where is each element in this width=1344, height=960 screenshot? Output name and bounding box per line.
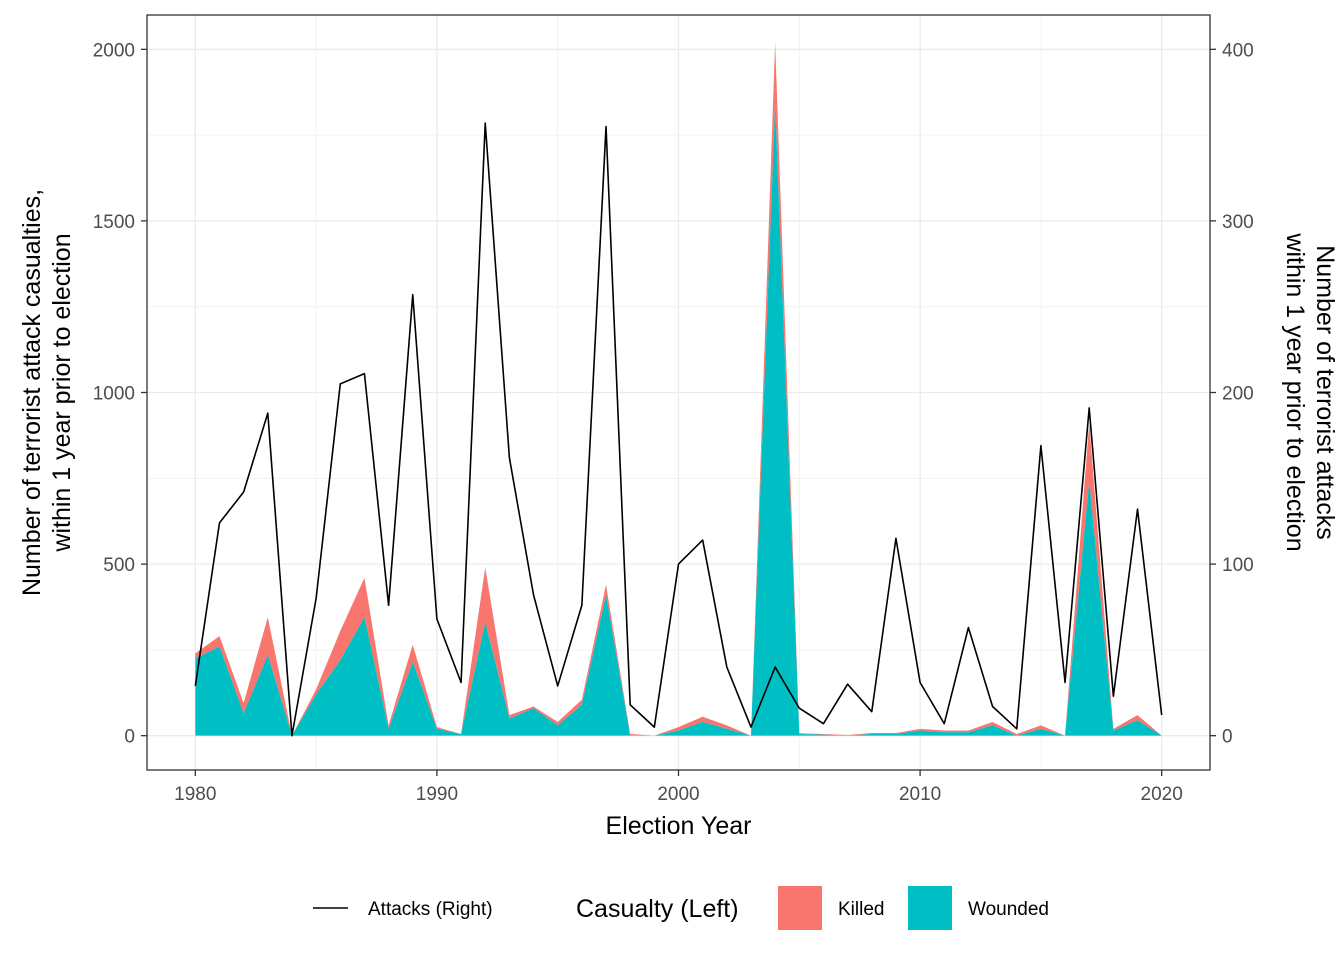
legend-label-wounded: Wounded — [968, 899, 1049, 920]
x-tick-label: 1980 — [174, 784, 216, 805]
y-left-title-line-2: within 1 year prior to election — [48, 233, 76, 552]
x-axis-title: Election Year — [606, 812, 752, 840]
legend: Attacks (Right) Casualty (Left) Killed Woun… — [313, 886, 1049, 930]
y-right-axis-title: Number of terrorist attackswithin 1 year… — [1281, 232, 1339, 551]
y-right-title-line-2: within 1 year prior to election — [1281, 232, 1309, 551]
x-tick-label: 2010 — [899, 784, 941, 805]
axis-titles: Election Year Number of terrorist attack … — [18, 189, 1339, 840]
y-right-title-line-1: Number of terrorist attacks — [1311, 245, 1339, 540]
y-left-tick-label: 500 — [103, 555, 135, 576]
legend-label-attacks: Attacks (Right) — [368, 899, 493, 920]
legend-key-killed — [778, 886, 822, 930]
y-right-tick-label: 0 — [1222, 727, 1233, 748]
x-axis: 1980 1990 2000 2010 2020 — [174, 770, 1183, 805]
legend-title-casualty: Casualty (Left) — [576, 895, 739, 923]
y-right-tick-label: 100 — [1222, 555, 1254, 576]
x-tick-label: 2020 — [1141, 784, 1183, 805]
y-left-tick-label: 0 — [124, 727, 135, 748]
x-tick-label: 1990 — [416, 784, 458, 805]
line-series — [194, 122, 1163, 737]
series-attacks-line — [194, 122, 1163, 737]
legend-key-wounded — [908, 886, 952, 930]
y-left-axis-title: Number of terrorist attack casualties,wi… — [18, 189, 76, 596]
x-tick-label: 2000 — [657, 784, 699, 805]
y-axis-right: 0 100 200 300 400 — [1210, 40, 1254, 748]
y-left-title-line-1: Number of terrorist attack casualties, — [18, 189, 46, 596]
y-right-tick-label: 300 — [1222, 212, 1254, 233]
y-left-tick-label: 2000 — [93, 40, 135, 61]
legend-label-killed: Killed — [838, 899, 884, 920]
y-right-tick-label: 200 — [1222, 384, 1254, 405]
y-right-tick-label: 400 — [1222, 40, 1254, 61]
y-axis-left: 0 500 1000 1500 2000 — [93, 40, 147, 748]
y-left-tick-label: 1000 — [93, 384, 135, 405]
y-left-tick-label: 1500 — [93, 212, 135, 233]
